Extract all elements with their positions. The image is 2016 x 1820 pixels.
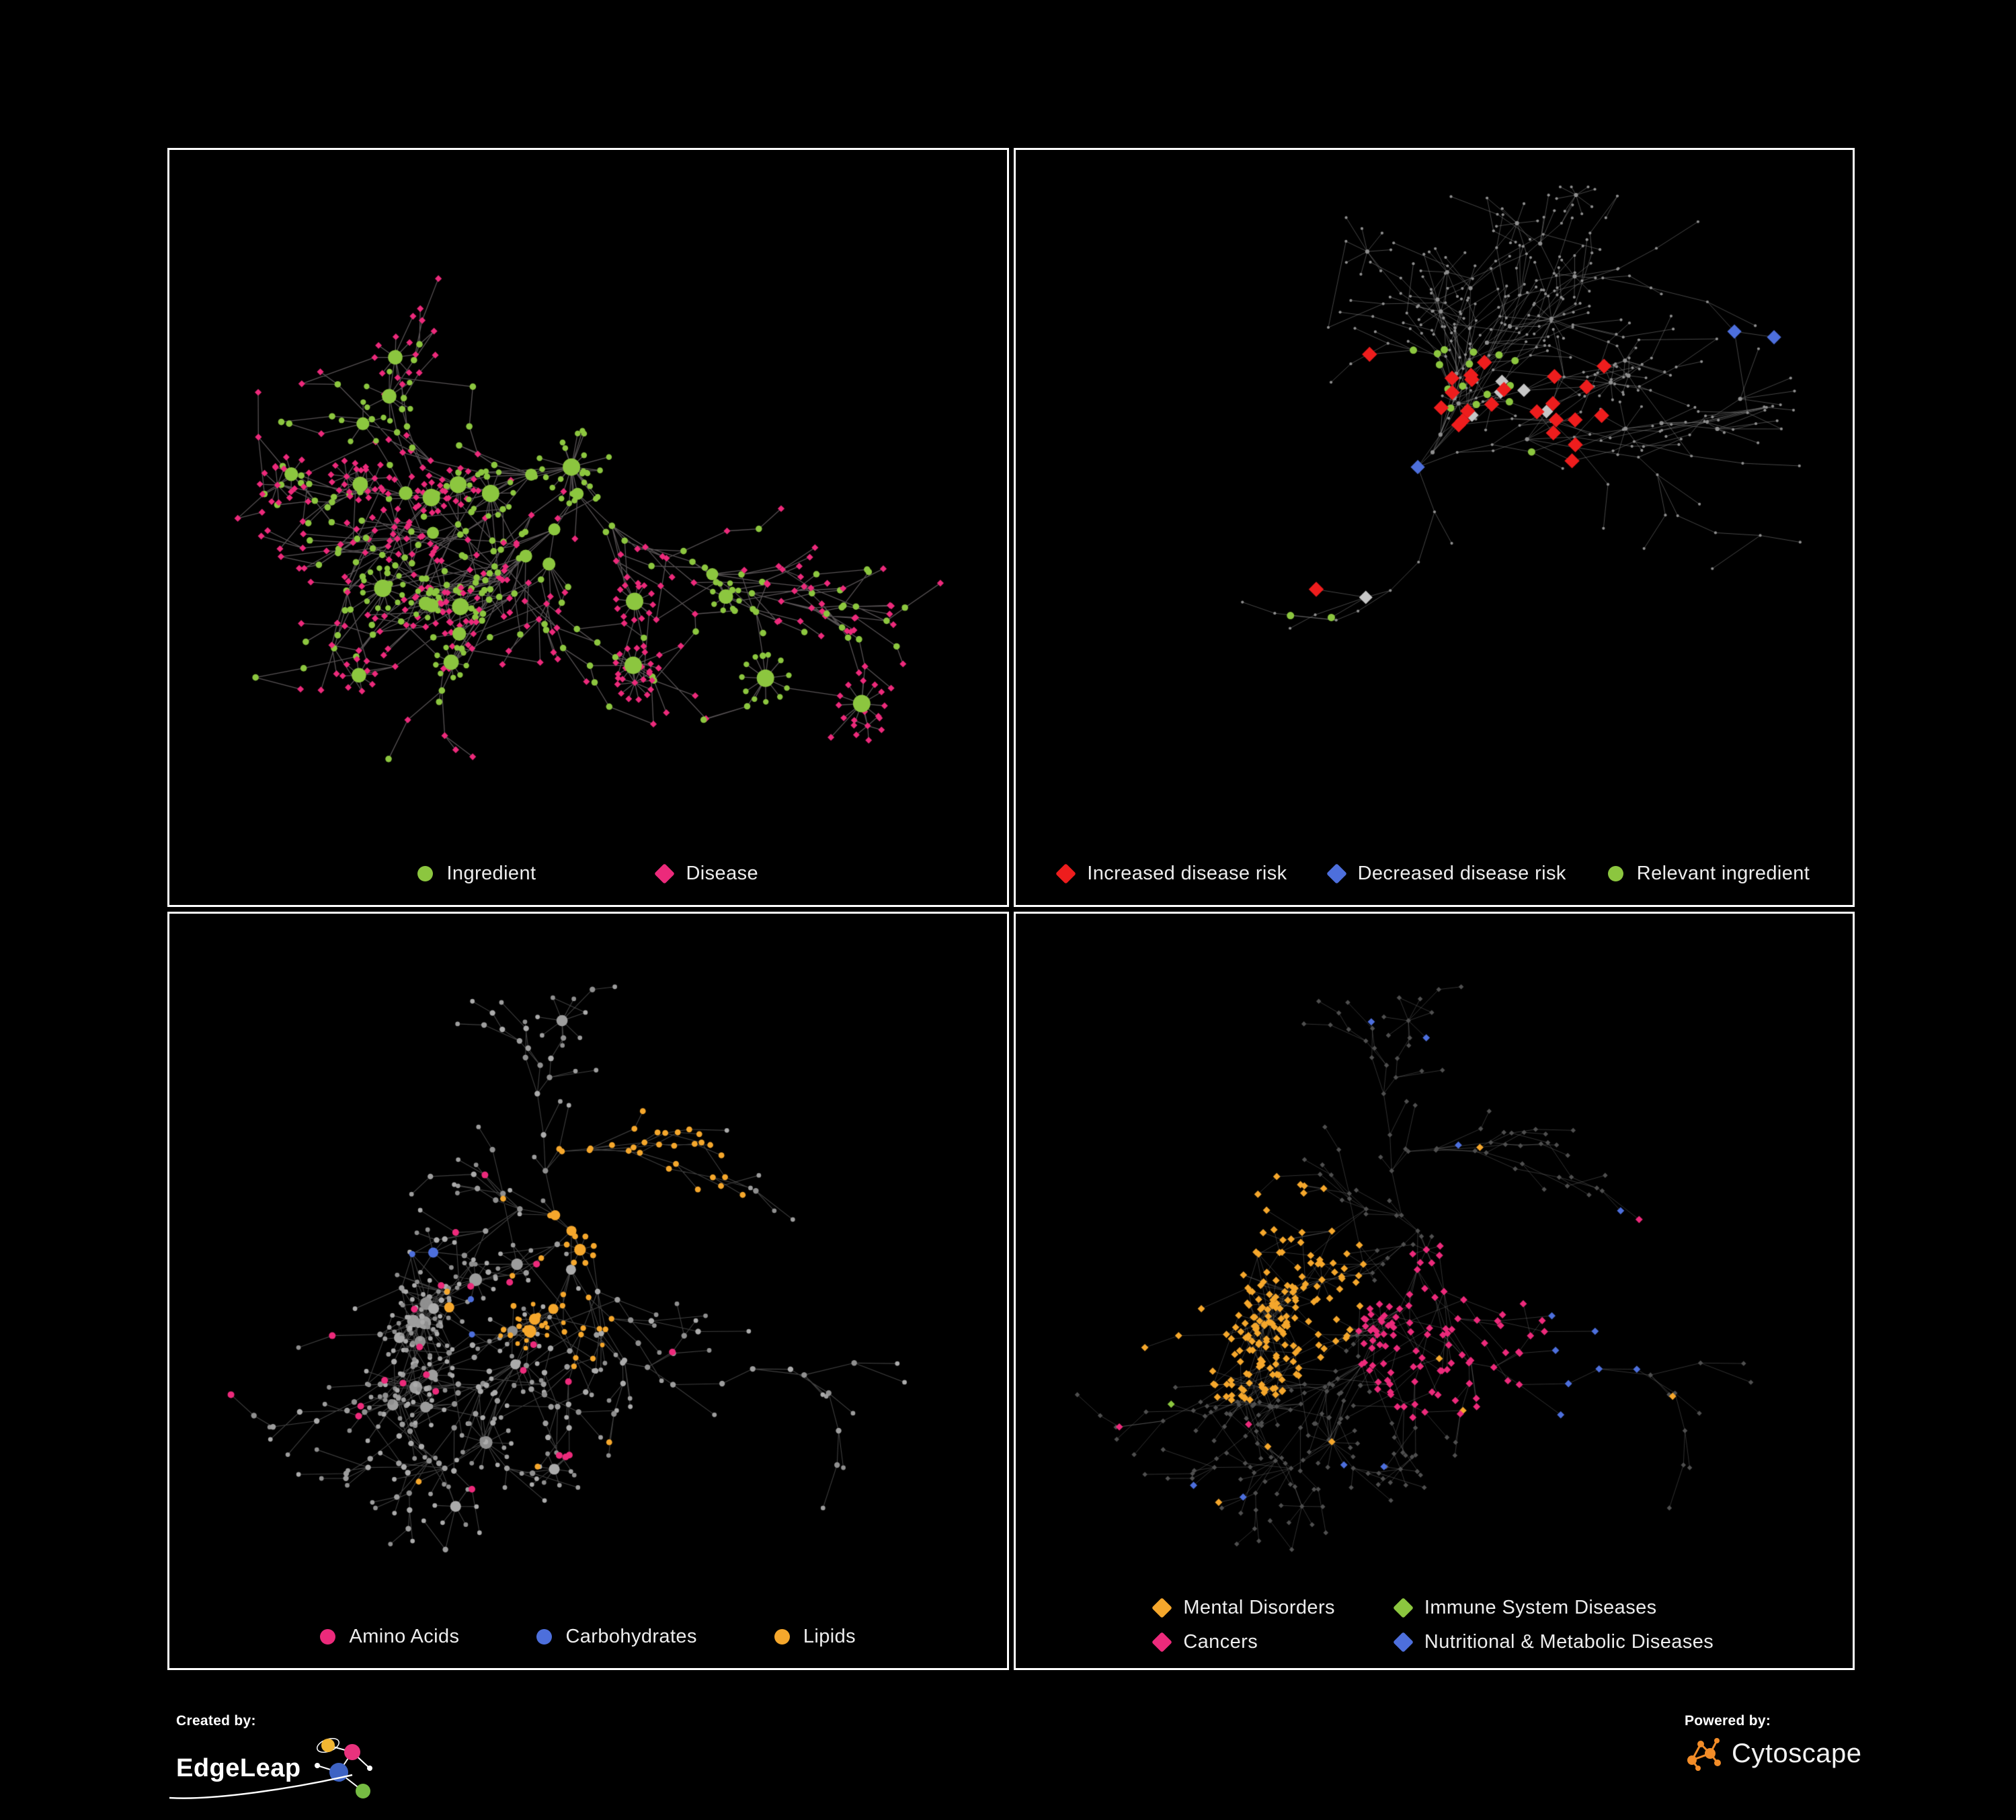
diamond-marker-icon [654,863,676,884]
figure-grid: Ingredient Disease Increased disease risk… [167,148,1855,1670]
legend-label: Ingredient [446,862,536,884]
legend-label: Immune System Diseases [1424,1597,1657,1618]
created-by-block: Created by: EdgeLeap [169,1713,378,1803]
circle-marker-icon [320,1629,336,1645]
legend-item-nutritional-metabolic-diseases: Nutritional & Metabolic Diseases [1392,1631,1714,1653]
disease-category-network-graph [1015,913,1853,1669]
cytoscape-logo-icon [1687,1738,1721,1771]
macronutrient-network-graph [169,913,1007,1669]
legend-item-carbohydrates: Carbohydrates [536,1626,696,1648]
legend-label: Lipids [803,1626,856,1647]
created-by-label: Created by: [176,1713,256,1729]
panel-disease-risk: Increased disease risk Decreased disease … [1013,148,1855,907]
circle-marker-icon [536,1629,553,1645]
legend-label: Carbohydrates [565,1626,697,1647]
diamond-marker-icon [1326,863,1347,884]
edgeleap-logo-icon [314,1737,372,1798]
legend-label: Nutritional & Metabolic Diseases [1424,1631,1714,1653]
legend-label: Increased disease risk [1087,862,1287,884]
legend-item-lipids: Lipids [774,1626,856,1648]
circle-marker-icon [774,1629,790,1645]
circle-marker-icon [417,865,434,881]
legend-disease-categories: Mental Disorders Immune System Diseases Ca… [1016,1597,1853,1653]
legend-item-ingredient: Ingredient [417,863,536,885]
diamond-marker-icon [1152,1632,1173,1653]
legend-item-decreased-disease-risk: Decreased disease risk [1326,862,1566,885]
diamond-marker-icon [1152,1597,1173,1618]
disease-risk-network-graph [1015,150,1853,905]
legend-item-relevant-ingredient: Relevant ingredient [1607,862,1810,885]
powered-by-label: Powered by: [1685,1713,1771,1729]
legend-label: Cancers [1183,1631,1258,1653]
ingredient-disease-network-graph [169,150,1007,905]
diamond-marker-icon [1392,1632,1414,1653]
legend-item-cancers: Cancers [1152,1631,1258,1653]
legend-label: Disease [686,862,759,884]
legend-item-mental-disorders: Mental Disorders [1152,1597,1335,1619]
diamond-marker-icon [1055,863,1077,884]
panel-disease-categories: Mental Disorders Immune System Diseases Ca… [1013,911,1855,1670]
legend-label: Mental Disorders [1183,1597,1335,1618]
legend-disease-risk: Increased disease risk Decreased disease … [1016,863,1853,885]
edgeleap-wordmark: EdgeLeap [176,1753,301,1782]
legend-label: Decreased disease risk [1357,862,1566,884]
legend-label: Relevant ingredient [1636,862,1810,884]
panel-ingredient-disease: Ingredient Disease [167,148,1009,907]
panel-macronutrients: Amino Acids Carbohydrates Lipids [167,911,1009,1670]
diamond-marker-icon [1392,1597,1414,1618]
circle-marker-icon [1607,865,1623,881]
cytoscape-wordmark: Cytoscape [1732,1738,1862,1768]
powered-by-block: Powered by: Cytoscape [1685,1713,1861,1772]
legend-item-amino-acids: Amino Acids [320,1626,459,1648]
legend-item-increased-disease-risk: Increased disease risk [1055,862,1287,885]
legend-item-immune-system-diseases: Immune System Diseases [1392,1597,1657,1619]
legend-item-disease: Disease [654,862,759,885]
legend-label: Amino Acids [349,1626,460,1647]
legend-ingredient-disease: Ingredient Disease [169,863,1007,885]
legend-macronutrients: Amino Acids Carbohydrates Lipids [169,1626,1007,1648]
